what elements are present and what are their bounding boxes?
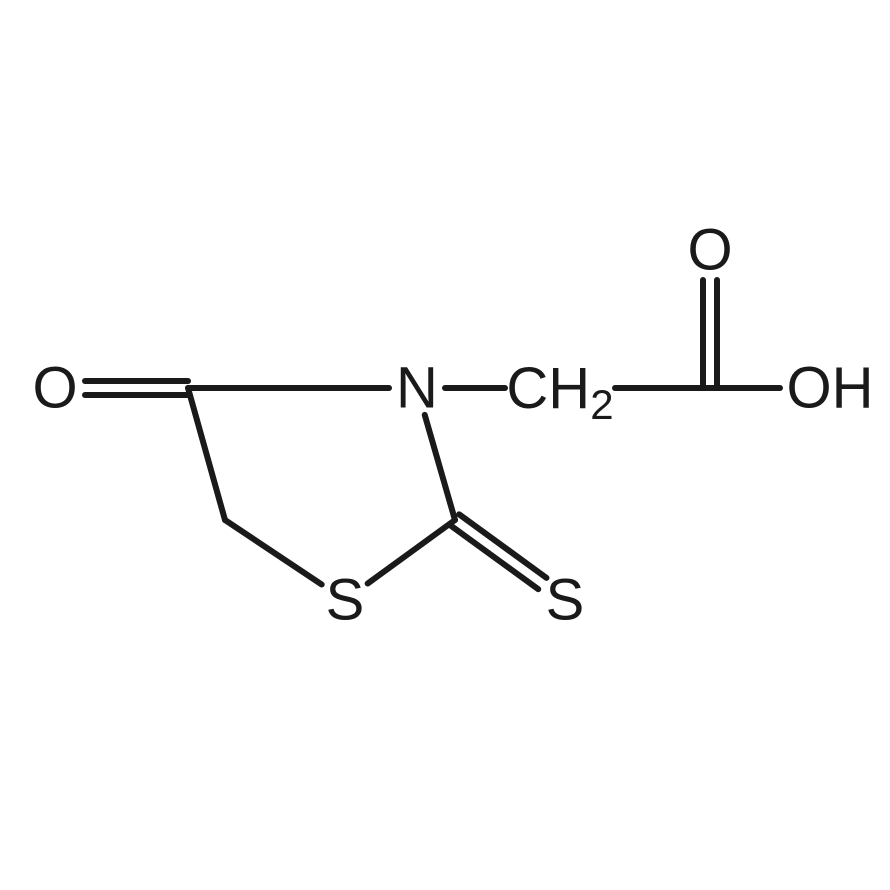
atom-label-O_left: O — [32, 356, 77, 421]
molecule-diagram: O S S N CH2 O OH — [0, 0, 890, 890]
atom-label-S_ring: S — [326, 568, 365, 633]
atom-label-S_exo: S — [546, 568, 585, 633]
atom-label-CH2_chain: CH2 — [506, 356, 613, 428]
atom-label-OH: OH — [787, 356, 874, 421]
atom-label-O_dbl: O — [687, 218, 732, 283]
atom-label-N: N — [396, 356, 438, 421]
